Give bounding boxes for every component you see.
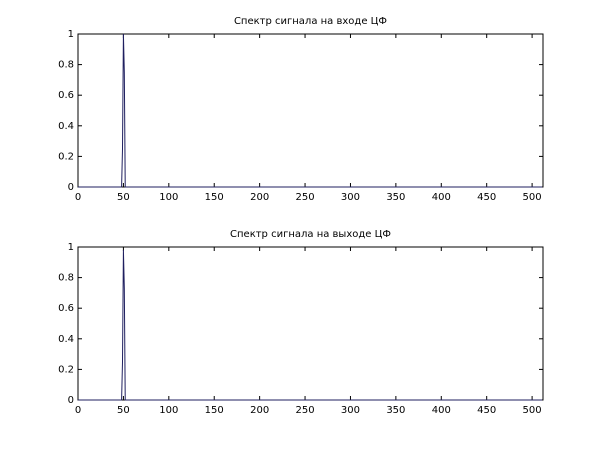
spectrum-line [78, 250, 543, 401]
x-tick-label: 350 [386, 405, 405, 416]
y-tick-label: 0.4 [58, 121, 74, 132]
y-tick-label: 0.8 [58, 60, 74, 71]
spectrum-line [78, 33, 543, 188]
x-tick-label: 150 [205, 405, 224, 416]
chart-title: Спектр сигнала на входе ЦФ [234, 16, 387, 27]
x-tick-label: 400 [432, 405, 451, 416]
x-tick-label: 500 [523, 405, 542, 416]
x-tick-label: 300 [341, 192, 360, 203]
plot-area [77, 246, 544, 401]
x-tick-label: 400 [432, 192, 451, 203]
x-tick-label: 450 [477, 405, 496, 416]
x-tick-label: 50 [117, 405, 130, 416]
x-tick-label: 200 [250, 192, 269, 203]
y-tick-label: 0 [68, 395, 74, 406]
y-tick-label: 0 [68, 182, 74, 193]
x-tick-label: 350 [386, 192, 405, 203]
x-tick-label: 150 [205, 192, 224, 203]
x-tick-label: 50 [117, 192, 130, 203]
y-tick-label: 0.4 [58, 334, 74, 345]
y-tick-label: 0.6 [58, 90, 74, 101]
y-tick-label: 1 [68, 29, 74, 40]
x-tick-label: 250 [296, 192, 315, 203]
y-tick-label: 0.8 [58, 273, 74, 284]
x-tick-label: 200 [250, 405, 269, 416]
x-tick-label: 100 [159, 405, 178, 416]
y-tick-label: 0.6 [58, 303, 74, 314]
plot-area [77, 33, 544, 188]
chart-title: Спектр сигнала на выходе ЦФ [230, 229, 391, 240]
x-tick-label: 250 [296, 405, 315, 416]
x-tick-label: 300 [341, 405, 360, 416]
y-tick-label: 0.2 [58, 364, 74, 375]
y-tick-label: 0.2 [58, 151, 74, 162]
x-tick-label: 0 [75, 405, 81, 416]
x-tick-label: 500 [523, 192, 542, 203]
x-tick-label: 100 [159, 192, 178, 203]
x-tick-label: 0 [75, 192, 81, 203]
y-tick-label: 1 [68, 242, 74, 253]
x-tick-label: 450 [477, 192, 496, 203]
